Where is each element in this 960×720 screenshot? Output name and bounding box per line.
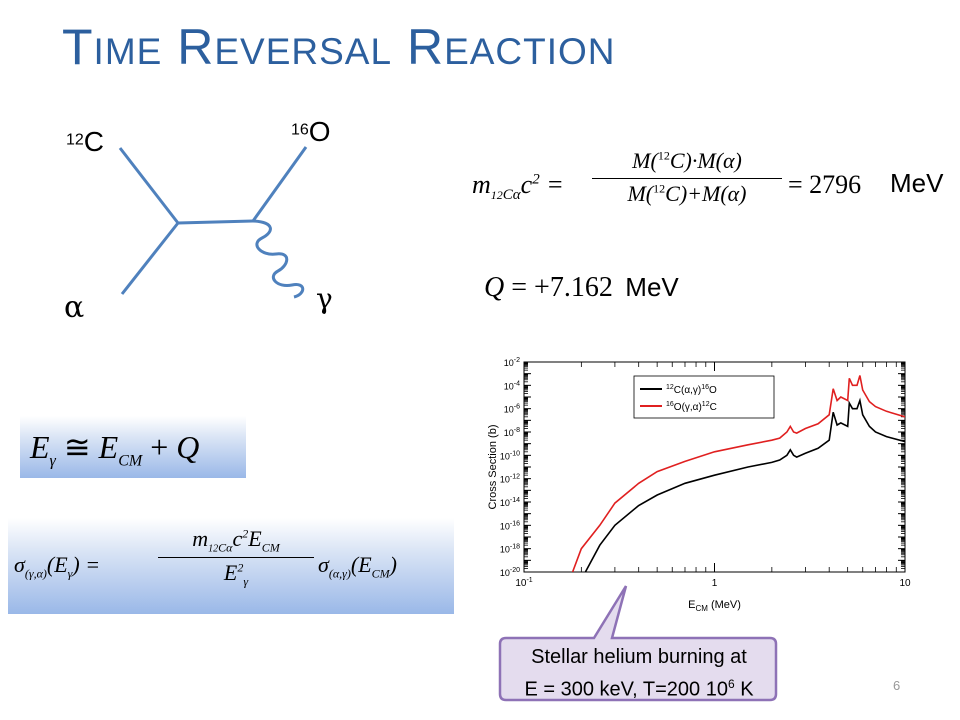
db-numerator: m12Cαc2ECM: [192, 526, 280, 555]
y-tick-label: 10-8: [504, 427, 520, 438]
reduced-mass-fraction: M(12C)·M(α) M(12C)+M(α): [592, 148, 782, 207]
cross-section-chart: 10-2 10-4 10-6 10-8 10-10 10-12 10-14 10-16 10-1…: [487, 357, 911, 613]
legend-box: [633, 375, 775, 419]
db-fraction-bar: [158, 557, 314, 559]
legend-label-1: 12C(α,γ)16O: [666, 384, 717, 396]
gamma-label: γ: [316, 282, 333, 315]
x-tick-label: 1: [712, 578, 718, 589]
y-tick-label: 10-4: [504, 380, 520, 391]
fraction-denominator: M(12C)+M(α): [627, 181, 747, 206]
db-denominator: E2γ: [223, 560, 249, 589]
callout-shape: [498, 585, 778, 702]
legend-label-2: 16O(γ,α)12C: [666, 401, 717, 413]
y-axis-label: Cross Section (b): [487, 425, 499, 510]
page-number: 6: [893, 678, 901, 693]
title-word-3: REACTION: [406, 19, 616, 75]
callout-bubble: [498, 585, 778, 702]
plot-area: 10-2 10-4 10-6 10-8 10-10 10-12 10-14 10-16 10-1…: [487, 357, 911, 613]
callout-text: Stellar helium burning at E = 300 keV, T…: [500, 644, 778, 704]
x-axis-label: ECM (MeV): [688, 599, 741, 613]
photon-energy-box: Eγ ≅ ECM + Q: [20, 416, 246, 478]
title-word-2: REVERSAL: [177, 19, 393, 75]
reduced-mass-result: = 2796: [788, 170, 862, 199]
o16-label: 16O: [291, 116, 331, 147]
reduced-mass-unit: MeV: [890, 168, 944, 198]
detailed-balance-rhs: σ(α,γ)(ECM): [318, 552, 397, 581]
y-tick-label: 10-18: [500, 544, 520, 555]
detailed-balance-lhs: σ(γ,α)(Eγ) =: [14, 552, 101, 581]
q-value-equation: Q = +7.162 MeV: [484, 272, 679, 303]
series-line-1: [584, 397, 905, 572]
x-tick-label: 10: [899, 578, 911, 589]
o16-line: [251, 146, 308, 222]
slide-title: TIME REVERSAL REACTION: [62, 18, 616, 76]
callout-line2: E = 300 keV, T=200 106 K: [524, 677, 754, 701]
reaction-lines: [118, 146, 308, 299]
alpha-label: α: [64, 290, 85, 325]
detailed-balance-fraction: m12Cαc2ECM E2γ: [158, 526, 314, 590]
x-tick-label: 10-1: [515, 577, 532, 589]
y-tick-label: 10-6: [504, 404, 520, 415]
y-tick-label: 10-14: [500, 497, 520, 508]
gamma-wavy-line: [252, 219, 305, 299]
callout-line1: Stellar helium burning at: [531, 646, 747, 668]
fraction-bar: [592, 178, 782, 179]
reduced-mass-equation: m12Cαc2 = M(12C)·M(α) M(12C)+M(α) = 2796…: [472, 148, 952, 228]
y-tick-label: 10-16: [500, 520, 520, 531]
reduced-mass-lhs: m12Cαc2 =: [472, 170, 564, 204]
c12-label: 12C: [66, 126, 105, 157]
series-line-2: [571, 375, 905, 572]
compound-line: [177, 219, 254, 225]
title-word-1: TIME: [62, 19, 163, 75]
fraction-numerator: M(12C)·M(α): [632, 148, 742, 173]
detailed-balance-box: σ(γ,α)(Eγ) = m12Cαc2ECM E2γ σ(α,γ)(ECM): [8, 518, 454, 614]
c12-line: [118, 147, 180, 224]
y-tick-label: 10-2: [504, 357, 520, 368]
y-tick-label: 10-12: [500, 474, 520, 485]
alpha-line: [120, 222, 180, 295]
reaction-diagram: 12C 16O α γ: [60, 110, 360, 340]
y-tick-label: 10-10: [500, 450, 520, 461]
y-tick-label: 10-20: [500, 567, 520, 578]
photon-energy-equation: Eγ ≅ ECM + Q: [30, 429, 200, 470]
